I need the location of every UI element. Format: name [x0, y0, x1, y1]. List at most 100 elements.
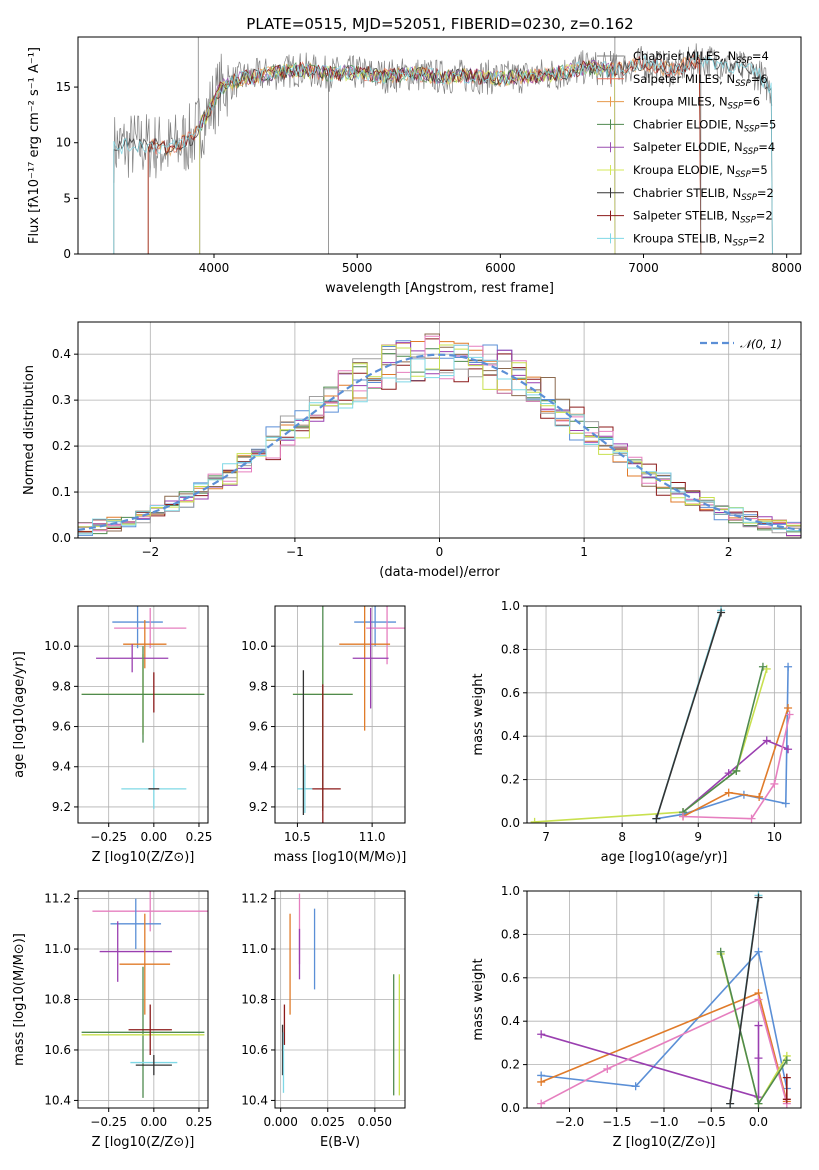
legend-entry: Chabrier MILES, NSSP=4 [633, 49, 769, 66]
weight-marker [755, 792, 764, 801]
histogram-step-line [78, 344, 801, 530]
weight-marker [785, 710, 794, 719]
weight-series-line [719, 953, 788, 1106]
legend-entry: Chabrier STELIB, NSSP=2 [633, 186, 774, 203]
y-tick-label: 9.4 [52, 760, 71, 774]
y-tick-label: 5 [63, 191, 71, 205]
weight-marker [537, 1077, 546, 1086]
error-bar-point [114, 608, 187, 649]
legend-entry: Kroupa MILES, NSSP=6 [633, 95, 760, 112]
spectrum-line-chabrier-stelib [113, 55, 773, 254]
weight-marker [758, 662, 767, 671]
weight-marker [784, 703, 793, 712]
y-tick-label: 0.0 [52, 531, 71, 545]
x-tick-label: 5000 [342, 261, 373, 275]
weight-marker [754, 1021, 763, 1030]
x-tick-label: 8 [618, 830, 626, 844]
axes-frame [77, 321, 802, 539]
x-tick-label: 7000 [628, 261, 659, 275]
y-tick-label: 0.8 [501, 927, 520, 941]
x-tick-label: 0.00 [140, 830, 167, 844]
legend-entry: Kroupa STELIB, NSSP=2 [633, 231, 765, 248]
y-tick-label: 1.0 [501, 599, 520, 613]
panel-weight-vs-age: 7 8 9 10 0.0 0.2 0.4 0.6 0.8 1.0 age [log10(age/yr… [471, 599, 802, 865]
y-tick-label: 9.6 [249, 720, 268, 734]
x-tick-label: 0.050 [358, 1115, 392, 1129]
x-axis-label: Z [log10(Z/Z⊙)] [92, 1135, 195, 1150]
x-tick-label: 8000 [771, 261, 802, 275]
y-axis-label: mass weight [471, 958, 486, 1040]
x-tick-label: 2 [725, 545, 733, 559]
y-tick-label: 15 [56, 80, 71, 94]
y-tick-label: 0.3 [52, 393, 71, 407]
error-bar-point [128, 1004, 172, 1056]
weight-marker [537, 1030, 546, 1039]
weight-marker [747, 814, 756, 823]
y-tick-label: 10.0 [44, 639, 71, 653]
error-bar-point [110, 898, 162, 950]
error-bar-point [339, 606, 391, 731]
spectrum-line-salpeter-elodie [199, 59, 616, 254]
weight-marker [784, 745, 793, 754]
spectrum-legend: Chabrier MILES, NSSP=4 Salpeter MILES, NS… [597, 49, 776, 248]
y-tick-label: 0.2 [501, 1058, 520, 1072]
y-tick-label: 0.4 [52, 347, 71, 361]
legend-entry: Salpeter ELODIE, NSSP=4 [633, 140, 775, 157]
y-tick-label: 10.8 [44, 993, 71, 1007]
panel-mass-vs-Z: −0.25 0.00 0.25 10.4 10.6 10.8 11.0 11.2 Z [log1… [12, 890, 213, 1150]
weight-marker [781, 799, 790, 808]
x-axis-label: E(B-V) [320, 1135, 360, 1150]
y-tick-label: 0.4 [501, 1014, 520, 1028]
y-tick-label: 11.0 [241, 942, 268, 956]
weight-series-line [682, 666, 764, 813]
error-bar-point [352, 608, 389, 709]
weight-marker [530, 817, 539, 823]
x-tick-label: 0.000 [263, 1115, 297, 1129]
weight-marker [754, 1054, 763, 1063]
y-tick-label: 10.8 [241, 993, 268, 1007]
weight-marker [726, 1099, 735, 1108]
spectrum-line-kroupa-elodie [199, 60, 616, 254]
x-tick-label: 1 [580, 545, 588, 559]
weight-marker [754, 893, 763, 902]
y-tick-label: 9.2 [52, 800, 71, 814]
plot-area-age-vs-Z [78, 606, 208, 823]
error-bar-point [297, 764, 313, 813]
plot-area-spectrum [113, 37, 773, 254]
x-axis-label: age [log10(age/yr)] [601, 850, 728, 865]
x-tick-label: 6000 [485, 261, 516, 275]
spectrum-line-kroupa-stelib [113, 51, 773, 254]
y-tick-label: 10.4 [241, 1093, 268, 1107]
weight-marker [782, 1056, 791, 1065]
legend-entry: Salpeter MILES, NSSP=6 [633, 72, 768, 89]
x-tick-label: −0.25 [90, 830, 127, 844]
x-tick-label: 0.25 [186, 1115, 213, 1129]
error-bar-point [112, 606, 163, 649]
axes-frame [77, 890, 209, 1109]
x-axis-label: wavelength [Angstrom, rest frame] [325, 281, 554, 296]
weight-marker [603, 1064, 612, 1073]
x-tick-label: 10.5 [284, 830, 311, 844]
y-tick-label: 0 [63, 247, 71, 261]
y-tick-label: 0.4 [501, 729, 520, 743]
y-axis-label: Normed distribution [22, 365, 37, 495]
weight-marker [732, 766, 741, 775]
y-tick-label: 9.2 [249, 800, 268, 814]
weight-marker [782, 1095, 791, 1104]
x-tick-label: −1.0 [649, 1115, 678, 1129]
x-axis-label: Z [log10(Z/Z⊙)] [92, 850, 195, 865]
legend-entry: Chabrier ELODIE, NSSP=5 [633, 117, 776, 134]
y-tick-label: 11.0 [44, 942, 71, 956]
x-tick-label: −0.25 [90, 1115, 127, 1129]
y-axis-label: mass weight [471, 673, 486, 755]
x-axis-label: Z [log10(Z/Z⊙)] [613, 1135, 716, 1150]
y-axis-label: age [log10(age/yr)] [12, 651, 27, 778]
weight-series-line [541, 950, 788, 1089]
x-tick-label: 0.0 [749, 1115, 768, 1129]
y-tick-label: 0.8 [501, 642, 520, 656]
x-tick-label: −2 [141, 545, 159, 559]
y-tick-label: 0.0 [501, 1101, 520, 1115]
x-tick-label: 7 [542, 830, 550, 844]
x-tick-label: 11.0 [359, 830, 386, 844]
